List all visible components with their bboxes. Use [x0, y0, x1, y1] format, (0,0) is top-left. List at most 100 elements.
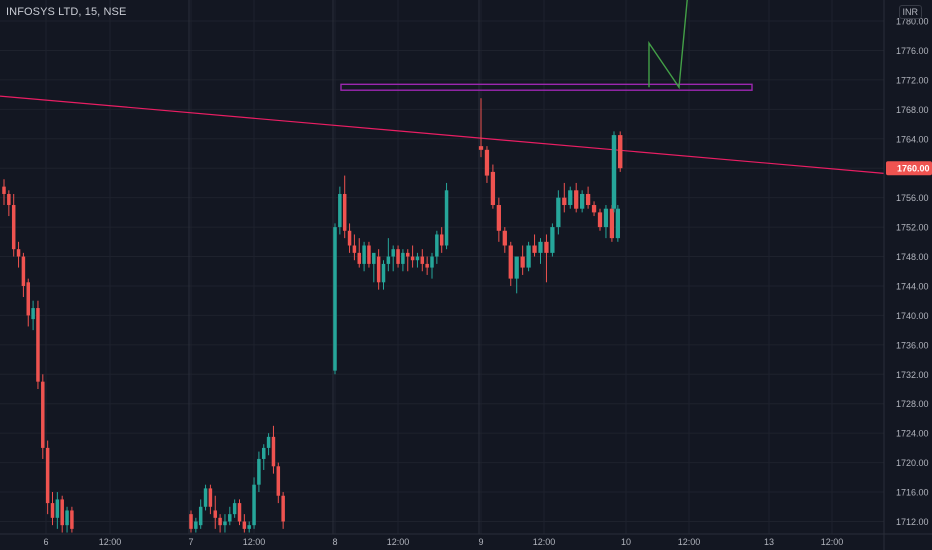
candle — [617, 131, 623, 172]
candle-body — [435, 234, 439, 257]
candle-body — [585, 193, 591, 206]
candle — [276, 462, 281, 504]
candle — [568, 186, 573, 209]
candle-body — [617, 135, 623, 169]
candle — [281, 492, 285, 529]
candle-body — [232, 503, 237, 515]
currency-badge[interactable]: INR — [898, 5, 922, 19]
candle-body — [508, 245, 513, 279]
candle — [213, 495, 217, 529]
candle-body — [242, 521, 247, 529]
candle — [45, 440, 50, 515]
candle-body — [372, 252, 376, 264]
candle-body — [60, 499, 64, 526]
time-tick-label: 12:00 — [243, 537, 266, 547]
candle-body — [420, 256, 425, 264]
price-tick-label: 1780.00 — [896, 17, 929, 27]
candle — [55, 492, 60, 529]
candle — [430, 252, 434, 279]
drawings-under — [0, 95, 885, 174]
projection-arrow[interactable] — [648, 0, 688, 90]
candle — [532, 234, 537, 257]
candle — [611, 131, 617, 213]
candle — [550, 223, 555, 257]
candle — [520, 245, 525, 275]
candle-body — [189, 514, 193, 529]
candle — [591, 201, 597, 217]
candle — [574, 182, 579, 213]
candle — [16, 241, 21, 268]
time-tick-label: 12:00 — [533, 537, 556, 547]
candle-body — [502, 230, 507, 246]
candle-body — [439, 234, 444, 246]
price-tick-label: 1712.00 — [896, 517, 929, 527]
candle — [208, 484, 213, 515]
price-axis[interactable]: 1712.00 1716.00 1720.00 1724.00 1728.00 1732.… — [883, 0, 932, 550]
candle-body — [262, 447, 266, 459]
time-tick-label: 7 — [188, 537, 193, 547]
last-price-label: 1760.00 — [897, 164, 930, 174]
price-tick-label: 1740.00 — [896, 311, 929, 321]
candle-body — [615, 208, 620, 239]
candle — [352, 234, 357, 261]
candlesticks — [2, 98, 623, 533]
candle — [271, 425, 276, 474]
price-tick-label: 1752.00 — [896, 223, 929, 233]
candle-body — [208, 488, 213, 507]
candle-body — [357, 252, 361, 264]
symbol-title[interactable]: INFOSYS LTD, 15, NSE — [6, 6, 127, 18]
candle — [514, 256, 519, 294]
candle-body — [603, 208, 609, 228]
candle-body — [50, 503, 55, 518]
candle-body — [484, 149, 490, 176]
candle — [396, 245, 400, 268]
candle — [26, 278, 30, 327]
candle-body — [21, 256, 26, 286]
grid — [0, 0, 884, 534]
candle — [242, 514, 247, 533]
resistance-zone[interactable] — [340, 83, 753, 91]
candle-body — [198, 506, 203, 526]
candle — [386, 238, 391, 272]
price-tick-label: 1720.00 — [896, 458, 929, 468]
price-tick-label: 1736.00 — [896, 340, 929, 350]
candle-body — [391, 249, 395, 257]
candle — [538, 238, 543, 264]
candle-body — [7, 193, 11, 206]
price-tick-label: 1724.00 — [896, 429, 929, 439]
candle — [70, 506, 74, 533]
candle-body — [444, 190, 449, 246]
time-tick-label: 6 — [43, 537, 48, 547]
trend-line[interactable] — [0, 95, 885, 174]
candle — [2, 179, 6, 206]
candle-body — [333, 227, 337, 371]
last-price-tag[interactable] — [886, 161, 932, 176]
candle-body — [26, 282, 30, 316]
candle-body — [425, 263, 429, 268]
candle-body — [556, 197, 561, 228]
candle-body — [338, 193, 342, 228]
candle-body — [496, 205, 501, 231]
candle-body — [31, 308, 35, 320]
candle — [65, 506, 69, 533]
candle-body — [203, 488, 208, 507]
time-tick-label: 12:00 — [678, 537, 701, 547]
candle — [597, 208, 603, 231]
time-axis[interactable]: 6 12:00 7 12:00 8 12:00 9 12:00 10 12:00 13 12:00 — [0, 533, 932, 547]
candle — [223, 514, 227, 533]
candle — [362, 241, 366, 272]
price-tick-label: 1772.00 — [896, 75, 929, 85]
candle — [410, 245, 415, 268]
time-tick-label: 12:00 — [387, 537, 410, 547]
candle-body — [276, 466, 281, 496]
candle-body — [386, 256, 391, 264]
symbol-name: INFOSYS LTD — [6, 6, 79, 18]
candle — [257, 451, 261, 493]
candle — [198, 499, 203, 529]
candle-body — [223, 521, 227, 526]
candle — [372, 252, 376, 283]
symbol-exchange: NSE — [103, 6, 127, 18]
candle — [615, 205, 620, 242]
drawings-over[interactable] — [340, 0, 753, 91]
